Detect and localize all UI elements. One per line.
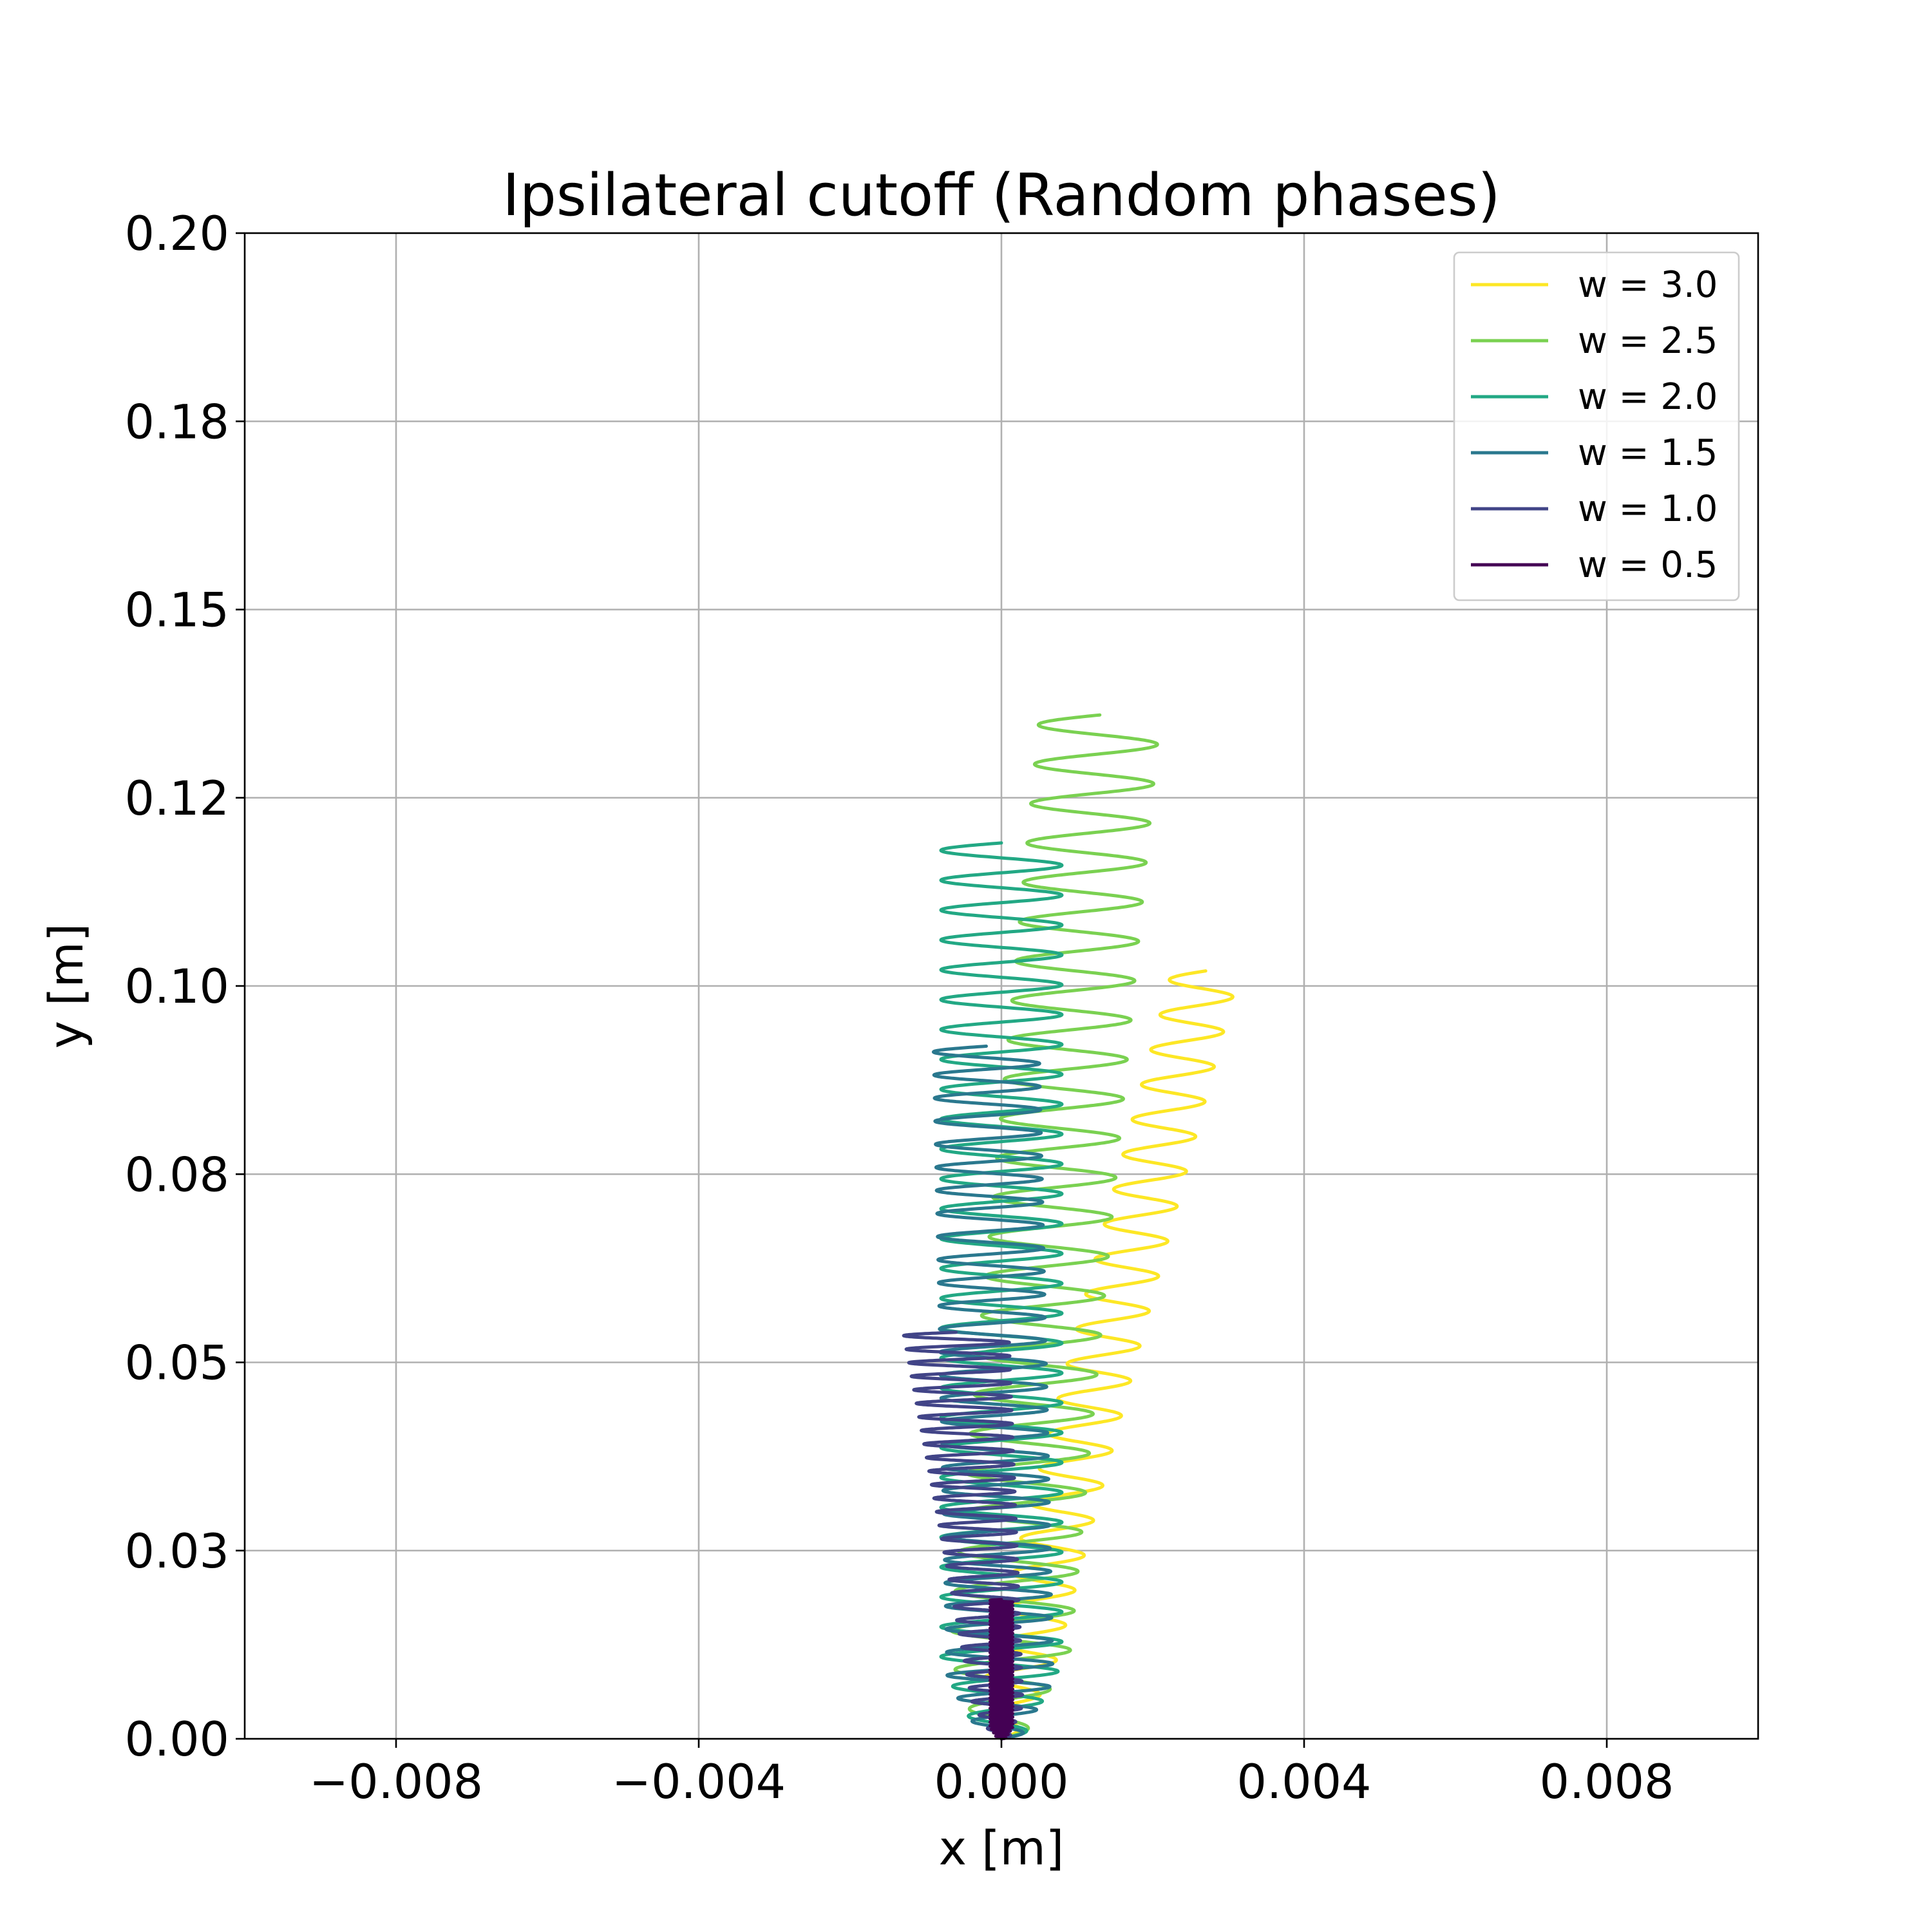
y-tick-label: 0.18	[124, 395, 229, 450]
legend-entry-label: w = 0.5	[1578, 544, 1718, 586]
legend: w = 3.0 w = 2.5 w = 2.0 w = 1.5 w = 1.0 w = 0…	[1453, 251, 1740, 601]
x-tick-label: −0.004	[612, 1755, 786, 1810]
series-line	[983, 969, 1235, 1741]
series-group	[902, 713, 1235, 1741]
x-axis-label: x [m]	[939, 1821, 1064, 1876]
x-tick-label: −0.008	[309, 1755, 483, 1810]
y-axis-label: y [m]	[39, 923, 94, 1048]
x-tick-label: 0.000	[934, 1755, 1069, 1810]
axis-ticks: −0.008 −0.004 0.000 0.004 0.008 0.00 0.03 0.05 0…	[124, 207, 1674, 1810]
y-tick-label: 0.05	[124, 1336, 229, 1391]
y-tick-label: 0.10	[124, 960, 229, 1014]
y-tick-label: 0.15	[124, 583, 229, 638]
y-tick-label: 0.00	[124, 1712, 229, 1767]
x-tick-label: 0.004	[1237, 1755, 1372, 1810]
y-tick-label: 0.08	[124, 1148, 229, 1202]
legend-entry-label: w = 3.0	[1578, 264, 1718, 306]
grid	[245, 233, 1758, 1739]
y-tick-label: 0.03	[124, 1524, 229, 1579]
x-tick-label: 0.008	[1540, 1755, 1674, 1810]
chart-title: Ipsilateral cutoff (Random phases)	[502, 162, 1501, 229]
legend-entry-label: w = 2.0	[1578, 376, 1718, 418]
y-tick-label: 0.12	[124, 772, 229, 826]
series-line	[988, 1598, 1015, 1741]
legend-entry-label: w = 1.0	[1578, 488, 1718, 530]
legend-entry-label: w = 1.5	[1578, 432, 1718, 474]
legend-entry-label: w = 2.5	[1578, 320, 1718, 362]
y-tick-label: 0.20	[124, 207, 229, 261]
